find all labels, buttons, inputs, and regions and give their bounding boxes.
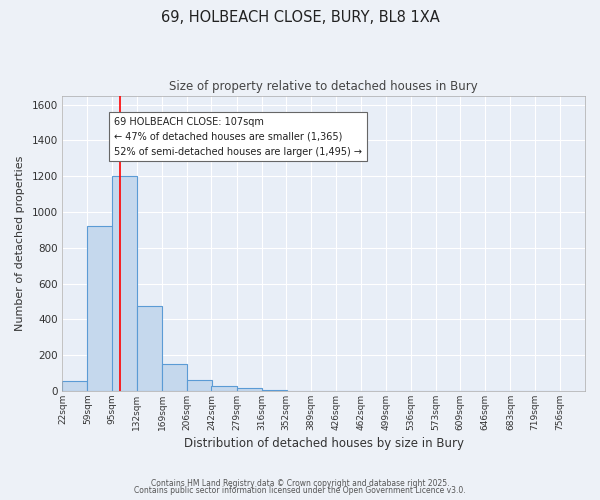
Y-axis label: Number of detached properties: Number of detached properties <box>15 156 25 331</box>
Text: 69 HOLBEACH CLOSE: 107sqm
← 47% of detached houses are smaller (1,365)
52% of se: 69 HOLBEACH CLOSE: 107sqm ← 47% of detac… <box>114 117 362 156</box>
Bar <box>236 388 262 391</box>
Bar <box>112 176 137 391</box>
Bar <box>137 306 162 391</box>
Text: 69, HOLBEACH CLOSE, BURY, BL8 1XA: 69, HOLBEACH CLOSE, BURY, BL8 1XA <box>161 10 439 25</box>
Bar <box>187 380 212 391</box>
Bar <box>262 390 287 391</box>
Bar <box>211 386 236 391</box>
Bar <box>162 364 187 391</box>
Bar <box>62 381 88 391</box>
X-axis label: Distribution of detached houses by size in Bury: Distribution of detached houses by size … <box>184 437 464 450</box>
Bar <box>88 226 113 391</box>
Text: Contains public sector information licensed under the Open Government Licence v3: Contains public sector information licen… <box>134 486 466 495</box>
Title: Size of property relative to detached houses in Bury: Size of property relative to detached ho… <box>169 80 478 93</box>
Text: Contains HM Land Registry data © Crown copyright and database right 2025.: Contains HM Land Registry data © Crown c… <box>151 478 449 488</box>
